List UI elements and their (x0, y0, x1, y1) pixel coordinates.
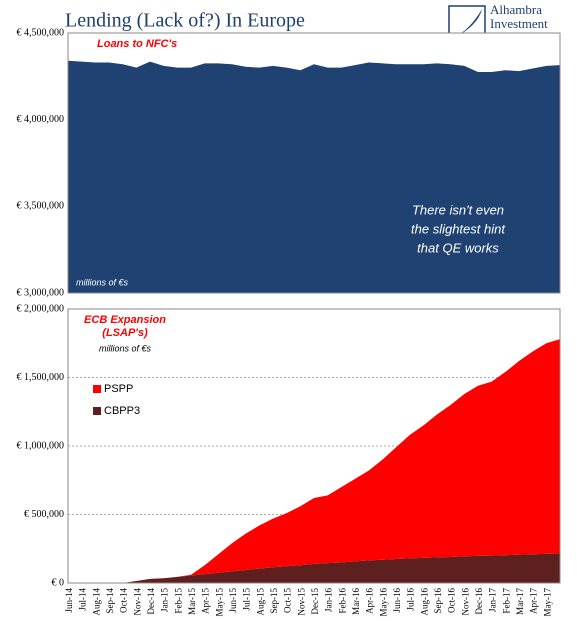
x-tick-label: Jun-14 (64, 588, 74, 613)
x-tick-label: Jul-16 (406, 588, 416, 611)
subtitle: Loans to NFC's (97, 38, 177, 50)
x-tick-label: Jul-15 (242, 588, 252, 611)
chart-title: Lending (Lack of?) In Europe (65, 10, 305, 32)
annotation: that QE works (417, 240, 499, 255)
y-tick-label: € 4,500,000 (17, 27, 65, 38)
x-tick-label: Mar-17 (515, 588, 525, 615)
x-tick-label: Jun-16 (392, 588, 402, 613)
y-tick-label: € 3,000,000 (17, 287, 65, 298)
legend-swatch (93, 407, 101, 415)
x-tick-label: Dec-16 (474, 588, 484, 615)
plot-border (67, 308, 561, 584)
x-tick-label: Apr-16 (365, 588, 375, 614)
x-tick-label: Jan-16 (324, 588, 334, 612)
units-label: millions of €s (76, 277, 129, 287)
x-tick-label: Aug-16 (419, 588, 429, 616)
legend-swatch (93, 385, 101, 393)
plot-border (67, 32, 561, 294)
x-tick-label: Oct-14 (119, 588, 129, 613)
x-tick-label: Oct-15 (283, 588, 293, 613)
x-tick-label: Dec-14 (146, 588, 156, 615)
x-tick-label: Mar-15 (187, 588, 197, 615)
x-tick-label: Oct-16 (447, 588, 457, 613)
area (68, 553, 560, 583)
x-tick-label: Apr-15 (201, 588, 211, 614)
x-tick-label: May-15 (214, 588, 224, 617)
y-tick-label: € 3,500,000 (17, 201, 65, 212)
y-tick-label: € 1,500,000 (17, 372, 65, 383)
x-tick-label: Mar-16 (351, 588, 361, 615)
x-tick-label: Feb-16 (337, 588, 347, 614)
legend-label: PSPP (104, 383, 133, 395)
x-tick-label: Nov-15 (296, 588, 306, 616)
subtitle: (LSAP's) (102, 327, 148, 339)
x-tick-label: Apr-17 (529, 588, 539, 614)
y-tick-label: € 1,000,000 (17, 440, 65, 451)
x-tick-label: Jun-15 (228, 588, 238, 613)
x-tick-label: Nov-14 (132, 588, 142, 616)
annotation: the slightest hint (411, 221, 506, 236)
x-tick-label: Sep-15 (269, 588, 279, 614)
x-tick-label: Feb-17 (501, 588, 511, 614)
annotation: There isn't even (412, 202, 504, 217)
x-tick-label: May-17 (542, 588, 552, 617)
x-tick-label: Dec-15 (310, 588, 320, 615)
x-tick-label: Jul-14 (78, 588, 88, 611)
logo-text: Investment (490, 16, 548, 31)
x-tick-label: Jan-15 (160, 588, 170, 612)
area (68, 60, 560, 293)
subtitle: ECB Expansion (84, 314, 166, 326)
y-tick-label: € 4,000,000 (17, 114, 65, 125)
x-tick-label: Jan-17 (488, 588, 498, 612)
area (68, 339, 560, 583)
y-tick-label: € 0 (52, 577, 65, 588)
x-tick-label: May-16 (378, 588, 388, 617)
legend-label: CBPP3 (104, 405, 140, 417)
logo-text: Alhambra (490, 2, 542, 17)
x-tick-label: Aug-14 (91, 588, 101, 616)
x-tick-label: Aug-15 (255, 588, 265, 616)
y-tick-label: € 2,000,000 (17, 303, 65, 314)
y-tick-label: € 500,000 (24, 509, 64, 520)
x-tick-label: Nov-16 (460, 588, 470, 616)
x-tick-label: Sep-16 (433, 588, 443, 614)
x-tick-label: Sep-14 (105, 588, 115, 614)
units-label: millions of €s (99, 343, 152, 353)
x-tick-label: Feb-15 (173, 588, 183, 614)
